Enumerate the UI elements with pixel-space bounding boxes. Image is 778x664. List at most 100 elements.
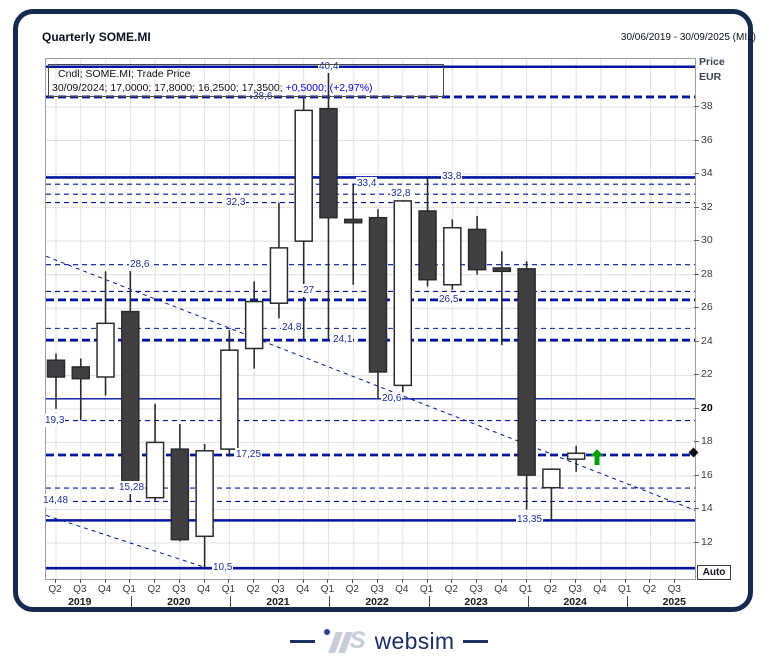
quarter-tick-mark xyxy=(550,579,552,583)
year-label-2021: 2021 xyxy=(266,596,290,608)
price-tick-mark xyxy=(694,542,699,544)
price-tick-label-18: 18 xyxy=(701,435,713,448)
price-tick-mark xyxy=(694,474,699,476)
price-tick-mark xyxy=(694,206,699,208)
candle-body-q2-2021[interactable] xyxy=(244,300,264,350)
price-tick-label-12: 12 xyxy=(701,536,713,549)
quarter-label: Q1 xyxy=(419,584,434,595)
price-tick-label-14: 14 xyxy=(701,502,713,515)
quarter-label: Q2 xyxy=(147,584,161,595)
candle-body-q1-2024[interactable] xyxy=(517,268,536,476)
quarter-label: Q4 xyxy=(494,584,508,595)
candle-body-q3-2020[interactable] xyxy=(170,448,190,541)
logo-dot-icon xyxy=(323,628,330,635)
price-axis-currency: EUR xyxy=(699,71,722,83)
quarter-tick-mark xyxy=(476,579,478,583)
legend-box: Cndl; SOME.MI; Trade Price 30/09/2024; 1… xyxy=(48,64,444,97)
quarter-tick-mark xyxy=(500,579,502,583)
quarter-tick-mark xyxy=(674,579,676,583)
quarter-tick-mark xyxy=(79,579,81,583)
candle-body-q2-2024[interactable] xyxy=(542,468,561,489)
price-tick-label-32: 32 xyxy=(701,200,713,213)
quarter-tick-mark xyxy=(327,579,329,583)
price-tick-label-26: 26 xyxy=(701,301,713,314)
candle-body-q2-2020[interactable] xyxy=(145,441,165,499)
chart-title: Quarterly SOME.MI xyxy=(42,30,151,44)
quarter-label: Q2 xyxy=(345,584,359,595)
candle-body-q3-2019[interactable] xyxy=(71,366,91,380)
downtrend-line-2 xyxy=(46,514,216,572)
quarter-label: Q2 xyxy=(642,584,657,595)
candle-body-q1-2020[interactable] xyxy=(121,310,140,489)
candle-body-q4-2020[interactable] xyxy=(195,450,214,538)
quarter-label: Q4 xyxy=(196,584,211,595)
candle-body-q2-2019[interactable] xyxy=(46,359,66,378)
price-tick-mark xyxy=(694,407,699,409)
quarter-tick-mark xyxy=(228,579,230,583)
quarter-tick-mark xyxy=(451,579,453,583)
quarter-label: Q3 xyxy=(271,584,285,595)
year-separator xyxy=(329,596,331,608)
candle-body-q4-2019[interactable] xyxy=(96,322,115,378)
quarter-tick-mark xyxy=(253,579,255,583)
date-range: 30/06/2019 - 30/09/2025 (MIL) xyxy=(620,32,756,43)
websim-wordmark: websim xyxy=(374,627,455,654)
quarter-tick-mark xyxy=(401,579,403,583)
year-separator xyxy=(428,596,430,608)
candle-body-q3-2023[interactable] xyxy=(467,228,487,271)
price-tick-mark xyxy=(694,240,699,242)
legend-ohlc-values: 30/09/2024; 17,0000; 17,8000; 16,2500; 1… xyxy=(52,82,283,94)
price-tick-mark xyxy=(694,106,699,107)
quarter-tick-mark xyxy=(352,579,354,583)
quarter-tick-mark xyxy=(277,579,279,583)
price-tick-mark xyxy=(694,508,699,510)
price-tick-mark xyxy=(694,139,699,141)
year-separator xyxy=(230,596,232,608)
quarter-label: Q4 xyxy=(97,584,112,595)
quarter-tick-mark xyxy=(377,579,378,583)
candle-body-q4-2021[interactable] xyxy=(294,109,313,242)
candle-body-q3-2021[interactable] xyxy=(269,247,289,304)
candle-body-q1-2023[interactable] xyxy=(418,210,437,281)
quarter-label: Q1 xyxy=(518,584,533,595)
chart-frame-border xyxy=(13,9,753,612)
price-tick-mark xyxy=(694,173,699,175)
quarter-label: Q1 xyxy=(320,584,335,595)
chart-canvas[interactable] xyxy=(46,59,695,579)
quarter-tick-mark xyxy=(129,579,131,583)
up-arrow-icon xyxy=(590,449,604,466)
quarter-tick-mark xyxy=(426,579,428,583)
year-label-2023: 2023 xyxy=(464,596,488,608)
logo-left-dash xyxy=(289,639,315,643)
quarter-label: Q3 xyxy=(568,584,582,595)
candle-body-q1-2022[interactable] xyxy=(319,107,338,219)
candle-body-q2-2023[interactable] xyxy=(443,226,462,286)
candle-body-q2-2022[interactable] xyxy=(343,218,363,224)
quarter-label: Q4 xyxy=(395,584,409,595)
price-tick-label-38: 38 xyxy=(701,100,713,112)
candle-body-q3-2022[interactable] xyxy=(368,216,388,373)
quarter-label: Q4 xyxy=(593,584,607,595)
price-tick-mark xyxy=(694,340,699,342)
legend-change-values: +0,5000; (+2,97%) xyxy=(285,82,373,94)
auto-scale-button[interactable]: Auto xyxy=(697,565,731,580)
candle-body-q3-2024[interactable] xyxy=(566,452,586,460)
price-tick-label-36: 36 xyxy=(701,133,713,146)
year-separator xyxy=(626,596,628,608)
candle-body-q1-2021[interactable] xyxy=(220,349,239,450)
quarter-tick-mark xyxy=(525,579,527,583)
candle-body-q4-2023[interactable] xyxy=(492,267,512,273)
candle-body-q4-2022[interactable] xyxy=(393,200,413,387)
year-label-2019: 2019 xyxy=(68,596,92,608)
price-chart-plot[interactable]: 40,4 38,6 33,8 33,4 32,8 32,3 28,6 27 26,5 24,8 24… xyxy=(42,58,696,580)
quarter-label: Q3 xyxy=(172,584,186,595)
price-tick-label-34: 34 xyxy=(701,167,713,180)
quarter-label: Q3 xyxy=(73,584,87,595)
year-label-2022: 2022 xyxy=(365,596,389,608)
year-label-2025: 2025 xyxy=(662,596,686,608)
price-tick-label-24: 24 xyxy=(701,334,713,347)
logo-right-dash xyxy=(463,639,489,643)
price-tick-label-22: 22 xyxy=(701,368,713,381)
price-tick-label-28: 28 xyxy=(701,267,713,280)
quarter-label: Q3 xyxy=(370,584,384,595)
